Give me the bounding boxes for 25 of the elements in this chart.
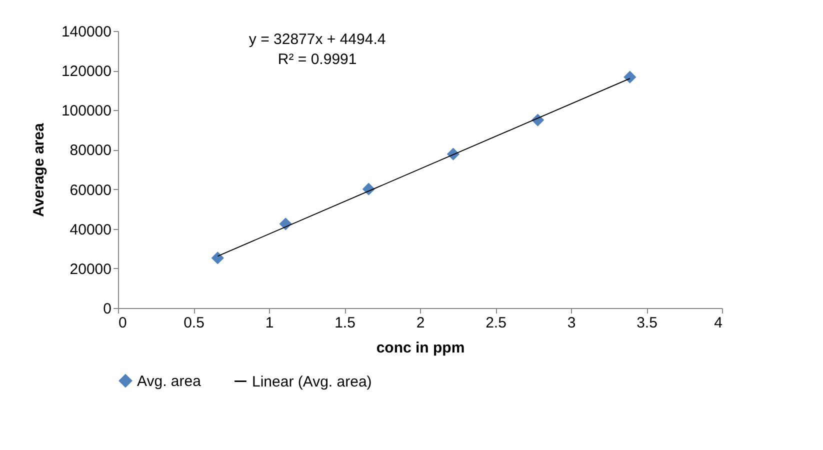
annotation: R² = 0.9991 [278,51,357,68]
point [211,252,224,264]
y-tick-label: 60000 [70,182,112,199]
y-tick-label: 40000 [70,221,112,238]
x-tick-label: 2.5 [486,314,506,332]
y-tick-label: 80000 [70,142,112,160]
point [624,70,636,84]
y-tick-label: 0 [103,300,112,318]
x-axis-title: conc in ppm [376,340,465,356]
x-tick-label: 3 [567,314,576,332]
x-tick-label: 2 [416,314,425,332]
x-tick-label: 1.5 [334,314,356,332]
x-tick-label: 0 [118,314,127,332]
x-tick-label: 4 [714,314,722,332]
y-tick-label: 100000 [61,102,112,120]
legend-label: Avg. area [137,372,202,390]
x-tick-label: 0.5 [184,314,204,332]
y-tick-label: 20000 [70,260,112,278]
annotation: y = 32877x + 4494.4 [248,31,386,48]
y-axis-title: Average area [30,122,48,217]
y-tick-label: 140000 [61,24,112,40]
x-tick-label: 3.5 [636,314,658,332]
legend-label: Linear (Avg. area) [252,373,372,390]
y-tick-label: 120000 [61,63,112,80]
x-tick-label: 1 [265,314,274,332]
